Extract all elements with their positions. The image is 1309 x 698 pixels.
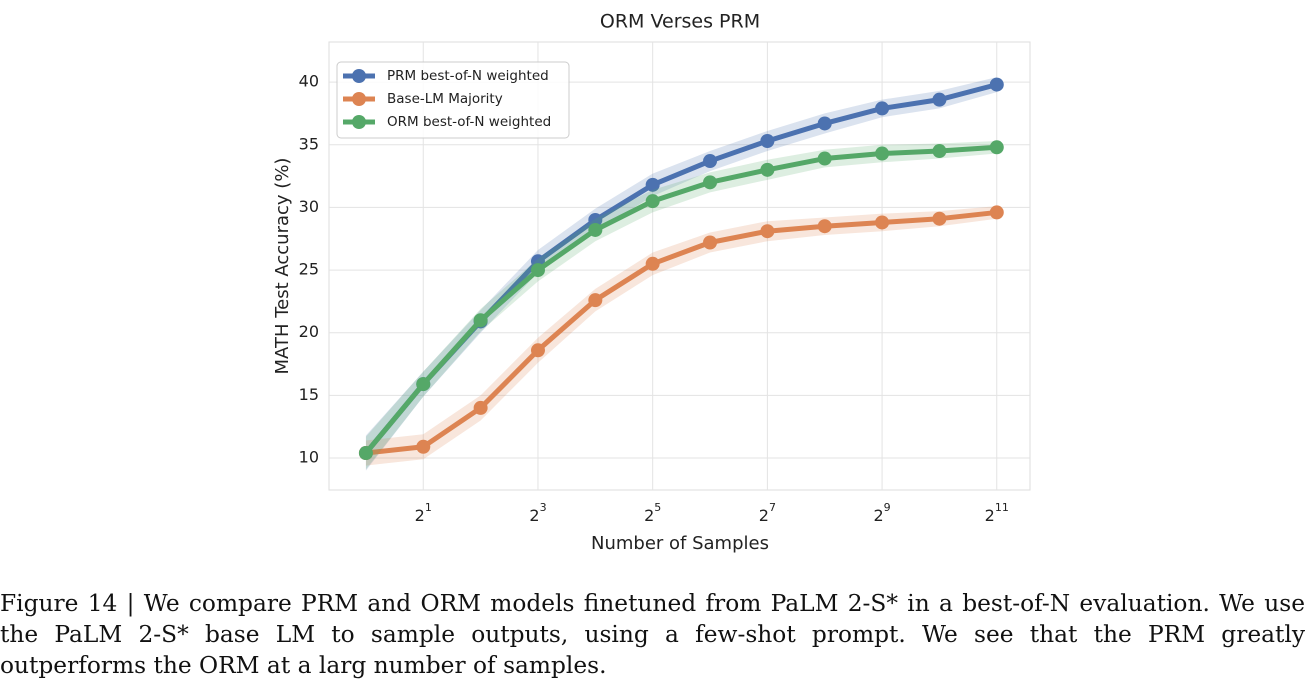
point xyxy=(932,211,947,226)
legend-box xyxy=(336,61,570,139)
y-tick-label: 30 xyxy=(299,197,319,216)
x-tick-exponent: 7 xyxy=(769,501,776,514)
point xyxy=(817,116,832,131)
point xyxy=(530,343,545,358)
x-tick-base: 2 xyxy=(644,506,654,525)
y-tick-label: 35 xyxy=(299,134,319,153)
point xyxy=(989,77,1004,92)
point xyxy=(703,154,718,169)
series-line xyxy=(364,144,997,455)
y-tick-label: 25 xyxy=(299,260,319,279)
x-tick-exponent: 11 xyxy=(995,501,1009,514)
point xyxy=(703,175,718,190)
series-line xyxy=(365,209,998,456)
y-tick-label: 10 xyxy=(299,448,319,467)
point xyxy=(760,224,775,239)
x-tick-base: 2 xyxy=(415,506,425,525)
point xyxy=(817,151,832,166)
point xyxy=(588,293,603,308)
y-tick-label: 15 xyxy=(299,385,319,404)
x-tick-label: 23 xyxy=(529,501,546,525)
legend-marker xyxy=(352,115,366,129)
point xyxy=(358,446,373,461)
x-tick-label: 27 xyxy=(759,501,776,525)
point xyxy=(530,263,545,278)
point xyxy=(703,235,718,250)
caption: Figure 14 | We compare PRM and ORM model… xyxy=(0,590,1305,679)
point xyxy=(645,177,660,192)
point xyxy=(473,313,488,328)
legend-label: PRM best-of-N weighted xyxy=(387,68,549,84)
x-tick-exponent: 1 xyxy=(425,501,432,514)
x-tick-base: 2 xyxy=(529,506,539,525)
point xyxy=(875,146,890,161)
point xyxy=(473,400,488,415)
legend-marker xyxy=(352,69,366,83)
point xyxy=(989,205,1004,220)
point xyxy=(989,140,1004,155)
x-tick-base: 2 xyxy=(985,506,995,525)
y-tick-label: 20 xyxy=(299,322,319,341)
error-band xyxy=(365,206,997,466)
y-tick-label: 40 xyxy=(299,72,319,91)
x-tick-exponent: 3 xyxy=(540,501,547,514)
x-tick-exponent: 9 xyxy=(884,501,891,514)
point xyxy=(760,162,775,177)
error-band xyxy=(365,140,997,470)
point xyxy=(875,215,890,230)
point xyxy=(817,219,832,234)
x-tick-base: 2 xyxy=(873,506,883,525)
point xyxy=(645,194,660,209)
chart-title: ORM Verses PRM xyxy=(600,11,760,33)
x-tick-exponent: 5 xyxy=(654,501,661,514)
point xyxy=(416,377,431,392)
legend-label: Base-LM Majority xyxy=(387,91,503,107)
point xyxy=(932,144,947,159)
chart: ORM Verses PRM Number of Samples MATH Te… xyxy=(272,11,1031,554)
x-axis-label: Number of Samples xyxy=(591,533,769,554)
point xyxy=(932,92,947,107)
point xyxy=(875,101,890,116)
x-tick-label: 29 xyxy=(873,501,890,525)
x-tick-label: 21 xyxy=(415,501,432,525)
point xyxy=(588,222,603,237)
point xyxy=(645,256,660,271)
x-tick-label: 211 xyxy=(985,501,1009,525)
point xyxy=(416,439,431,454)
point xyxy=(760,133,775,148)
y-axis-label: MATH Test Accuracy (%) xyxy=(272,158,293,375)
x-tick-label: 25 xyxy=(644,501,661,525)
legend-marker xyxy=(352,92,366,106)
legend-label: ORM best-of-N weighted xyxy=(387,114,551,130)
point xyxy=(588,212,603,227)
x-tick-base: 2 xyxy=(759,506,769,525)
